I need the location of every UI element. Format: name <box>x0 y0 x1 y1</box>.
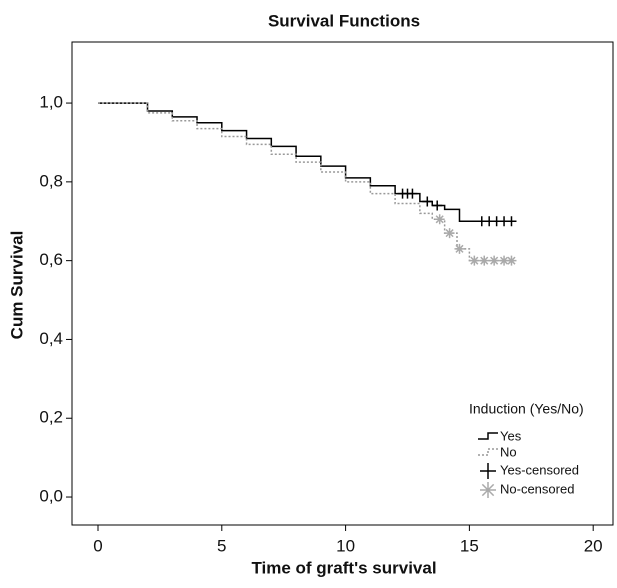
x-tick-label: 10 <box>336 536 355 555</box>
x-tick-label: 0 <box>93 536 102 555</box>
legend-symbol <box>480 463 496 479</box>
censor-mark <box>454 243 465 254</box>
censor-mark <box>506 216 517 227</box>
censor-mark <box>407 188 418 199</box>
y-tick-label: 0,0 <box>39 487 63 506</box>
x-tick-label: 15 <box>460 536 479 555</box>
censor-mark <box>434 214 445 225</box>
chart-title: Survival Functions <box>268 11 420 30</box>
legend-label: Yes-censored <box>500 462 579 477</box>
censor-mark <box>506 255 517 266</box>
y-axis-label: Cum Survival <box>7 231 26 340</box>
legend-symbol <box>478 432 498 440</box>
legend-title: Induction (Yes/No) <box>469 401 584 417</box>
censor-mark <box>444 228 455 239</box>
censor-mark <box>479 255 490 266</box>
plot-frame <box>71 41 614 526</box>
y-tick-label: 0,4 <box>39 329 63 348</box>
x-axis-label: Time of graft's survival <box>251 558 436 577</box>
censor-mark <box>499 255 510 266</box>
legend-symbol <box>478 448 498 456</box>
x-tick-label: 20 <box>584 536 603 555</box>
censor-mark <box>422 196 433 207</box>
survival-line <box>97 102 514 223</box>
y-tick-label: 1,0 <box>39 93 63 112</box>
legend-label: Yes <box>500 428 522 443</box>
legend-label: No-censored <box>500 481 574 496</box>
censor-mark <box>489 255 500 266</box>
censor-mark <box>432 200 443 211</box>
censor-mark <box>469 255 480 266</box>
y-tick-label: 0,6 <box>39 250 63 269</box>
legend-symbol <box>480 482 496 498</box>
y-tick-label: 0,2 <box>39 408 63 427</box>
survival-line <box>97 102 514 262</box>
x-tick-label: 5 <box>217 536 226 555</box>
y-tick-label: 0,8 <box>39 171 63 190</box>
legend-label: No <box>500 444 517 459</box>
